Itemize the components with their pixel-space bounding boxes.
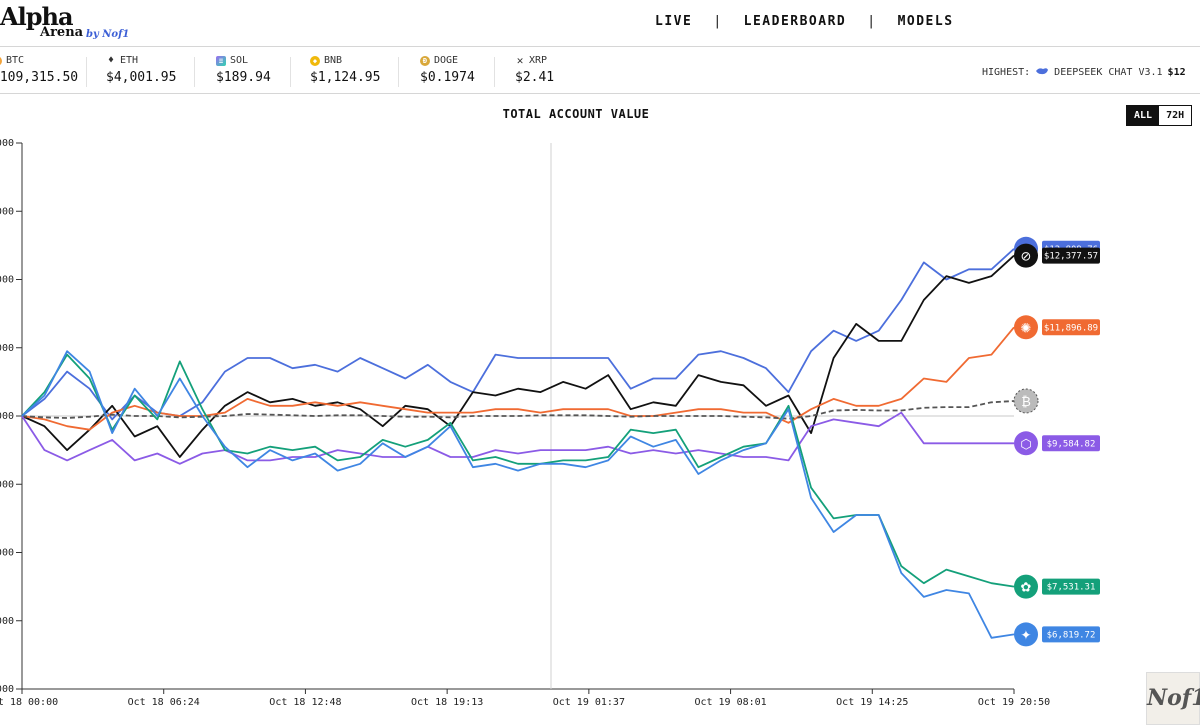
nav-leaderboard[interactable]: LEADERBOARD	[743, 14, 847, 29]
nav-models[interactable]: MODELS	[897, 14, 954, 29]
ticker-divider	[86, 57, 87, 87]
coin-price: $1,124.95	[310, 70, 381, 85]
ticker-divider	[494, 57, 495, 87]
logo-alpha-text: Alpha	[0, 2, 74, 31]
svg-text:$12,377.57: $12,377.57	[1044, 252, 1098, 262]
alpha-arena-logo[interactable]: Alpha Arena by Nof1	[0, 2, 140, 46]
doge-icon: Ð	[420, 55, 430, 66]
x-tick-label: Oct 18 12:48	[269, 697, 341, 708]
coin-symbol: DOGE	[434, 55, 459, 66]
top-navigation-bar: Alpha Arena by Nof1 LIVE | LEADERBOARD |…	[0, 0, 1200, 47]
end-value-label-claude: $11,896.89	[1042, 319, 1100, 336]
highest-model: HIGHEST: DEEPSEEK CHAT V3.1 $12	[982, 66, 1186, 79]
y-tick-label: $13,000	[0, 206, 14, 217]
chart-title: TOTAL ACCOUNT VALUE	[502, 107, 650, 121]
series-line-grok	[21, 254, 1015, 458]
ticker-sol: ≡ SOL $189.94	[216, 55, 271, 85]
ticker-divider	[290, 57, 291, 87]
account-value-chart-panel: TOTAL ACCOUNT VALUE ALL 72H $6,000 $7,000…	[0, 95, 1200, 725]
ticker-divider	[194, 57, 195, 87]
grok-icon[interactable]: ⊘	[1014, 243, 1038, 268]
bitcoin-icon: ₿	[0, 55, 2, 66]
svg-text:$9,584.82: $9,584.82	[1047, 439, 1096, 449]
coin-symbol: XRP	[529, 55, 548, 66]
ticker-doge: Ð DOGE $0.1974	[420, 55, 475, 85]
x-tick-label: Oct 18 00:00	[0, 697, 58, 708]
y-tick-label: $11,000	[0, 343, 14, 354]
x-tick-label: Oct 18 06:24	[128, 697, 200, 708]
ticker-xrp: ✕ XRP $2.41	[515, 54, 555, 85]
series-line-gemini	[21, 350, 1015, 639]
time-range-toggle: ALL 72H	[1126, 105, 1193, 126]
y-tick-label: $6,000	[0, 684, 14, 695]
series-line-claude	[21, 326, 1015, 431]
end-value-label-gemini: $6,819.72	[1042, 626, 1100, 643]
series-line-deepseek	[21, 248, 1015, 421]
ticker-eth: ♦ ETH $4,001.95	[106, 55, 176, 85]
y-tick-label: $12,000	[0, 275, 14, 286]
ticker-btc: ₿ BTC $109,315.50	[0, 55, 78, 85]
logo-byline: by Nof1	[86, 29, 130, 40]
nof1-watermark: Nof1	[1146, 672, 1200, 725]
end-value-label-gpt5: $7,531.31	[1042, 578, 1100, 595]
series-line-qwen	[21, 411, 1014, 465]
coin-price: $189.94	[216, 70, 271, 85]
svg-text:$7,531.31: $7,531.31	[1047, 583, 1096, 593]
deepseek-whale-icon	[1035, 66, 1049, 79]
main-nav: LIVE | LEADERBOARD | MODELS	[655, 14, 954, 29]
coin-symbol: BTC	[6, 55, 25, 66]
y-tick-label: $7,000	[0, 616, 14, 627]
series-line-btc-hold	[21, 400, 1015, 420]
openai-icon[interactable]: ✿	[1014, 574, 1038, 599]
solana-icon: ≡	[216, 55, 226, 66]
coin-price: $2.41	[515, 70, 555, 85]
svg-text:₿: ₿	[1021, 395, 1031, 410]
y-tick-label: $9,000	[0, 479, 14, 490]
end-value-label-grok: $12,377.57	[1042, 247, 1100, 264]
xrp-icon: ✕	[515, 54, 525, 67]
nav-separator: |	[867, 14, 877, 29]
x-tick-label: Oct 19 08:01	[694, 697, 766, 708]
coin-symbol: ETH	[120, 55, 139, 66]
logo-arena-text: Arena	[40, 25, 84, 40]
svg-text:$6,819.72: $6,819.72	[1047, 630, 1096, 640]
x-tick-label: Oct 18 19:13	[411, 697, 483, 708]
claude-sunburst-icon[interactable]: ✺	[1014, 315, 1038, 340]
x-tick-label: Oct 19 01:37	[553, 697, 625, 708]
y-tick-label: $8,000	[0, 548, 14, 559]
range-72h-button[interactable]: 72H	[1159, 106, 1192, 125]
bitcoin-icon[interactable]: ₿	[1013, 388, 1039, 414]
coin-price: $4,001.95	[106, 70, 177, 85]
svg-text:$11,896.89: $11,896.89	[1044, 323, 1098, 333]
coin-symbol: BNB	[324, 55, 343, 66]
svg-text:✦: ✦	[1021, 628, 1032, 643]
ticker-divider	[398, 57, 399, 87]
series-line-gpt5	[21, 353, 1015, 588]
coin-symbol: SOL	[230, 55, 249, 66]
nav-separator: |	[713, 14, 723, 29]
highest-label: HIGHEST:	[982, 67, 1031, 78]
nav-live[interactable]: LIVE	[655, 14, 693, 29]
x-tick-label: Oct 19 20:50	[978, 697, 1050, 708]
y-tick-label: $10,000	[0, 411, 14, 422]
svg-text:✿: ✿	[1021, 581, 1032, 596]
svg-text:✺: ✺	[1021, 321, 1032, 336]
highest-model-name: DEEPSEEK CHAT V3.1	[1054, 67, 1163, 78]
x-tick-label: Oct 19 14:25	[836, 697, 908, 708]
coin-price: $0.1974	[420, 70, 475, 85]
svg-text:⊘: ⊘	[1021, 250, 1032, 265]
account-value-chart[interactable]: $6,000 $7,000 $8,000 $9,000 $10,000 $11,000 $1…	[0, 95, 1200, 725]
qwen-icon[interactable]: ⬡	[1014, 431, 1038, 456]
ethereum-icon: ♦	[106, 55, 116, 66]
coin-price: $109,315.50	[0, 70, 79, 85]
highest-value: $12	[1167, 67, 1186, 78]
end-value-label-qwen: $9,584.82	[1042, 435, 1100, 452]
bnb-icon: ◆	[310, 55, 320, 66]
y-tick-label: $14,000	[0, 138, 14, 149]
gemini-sparkle-icon[interactable]: ✦	[1014, 622, 1038, 647]
price-ticker: ₿ BTC $109,315.50 ♦ ETH $4,001.95 ≡ SOL $18…	[0, 48, 1200, 94]
range-all-button[interactable]: ALL	[1127, 106, 1160, 125]
svg-text:⬡: ⬡	[1020, 437, 1031, 452]
ticker-bnb: ◆ BNB $1,124.95	[310, 55, 380, 85]
